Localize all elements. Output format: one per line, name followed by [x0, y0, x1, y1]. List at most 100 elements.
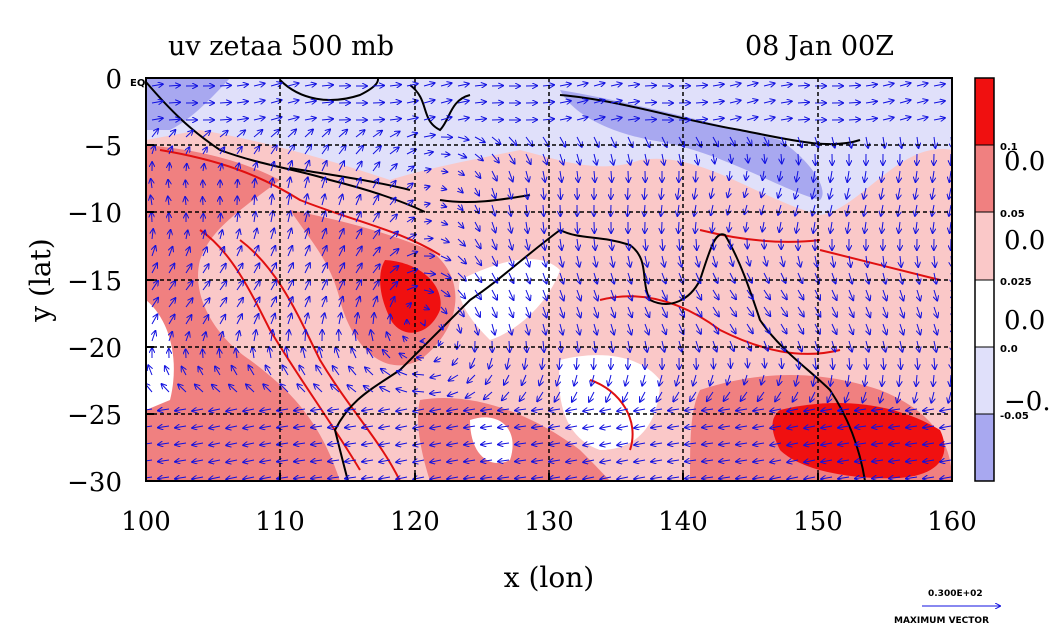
wind-vector — [761, 374, 764, 385]
wind-vector — [795, 204, 798, 216]
wind-vector — [560, 323, 563, 335]
wind-vector — [883, 323, 887, 334]
wind-vector — [560, 289, 564, 300]
wind-vector — [798, 255, 801, 267]
wind-vector — [526, 306, 530, 317]
wind-vector — [287, 297, 293, 308]
wind-vector — [577, 153, 580, 165]
wind-vector — [625, 374, 628, 386]
colorbar-level: 0.05 — [1000, 209, 1025, 220]
wind-vector — [865, 101, 877, 103]
wind-vector — [515, 477, 527, 479]
wind-vector — [549, 426, 561, 428]
wind-vector — [678, 136, 684, 147]
wind-vector — [372, 213, 379, 223]
colorbar-swatch — [975, 347, 994, 414]
wind-vector — [900, 136, 902, 148]
wind-vector — [651, 477, 663, 479]
wind-vector — [696, 153, 698, 164]
wind-vector — [474, 289, 481, 299]
wind-vector — [457, 289, 465, 298]
y-tick-label: 0 — [105, 65, 122, 95]
wind-vector — [736, 409, 748, 411]
wind-vector — [900, 306, 904, 317]
wind-vector — [498, 477, 510, 479]
wind-vector — [923, 409, 935, 411]
wind-vector — [321, 130, 330, 138]
wind-vector — [770, 443, 782, 445]
wind-vector — [389, 132, 400, 138]
wind-vector — [736, 477, 748, 479]
wind-vector — [152, 229, 153, 240]
wind-vector — [897, 391, 900, 403]
wind-vector — [917, 323, 920, 335]
wind-vector — [810, 391, 816, 402]
wind-vector — [560, 221, 561, 233]
wind-vector — [763, 306, 770, 316]
wind-vector — [489, 357, 492, 369]
wind-vector — [583, 477, 595, 479]
wind-vector — [321, 102, 333, 103]
wind-vector — [202, 298, 210, 308]
wind-vector — [389, 282, 397, 291]
wind-vector — [627, 204, 628, 216]
wind-vector — [322, 178, 325, 189]
wind-vector — [855, 477, 867, 479]
y-tick-suffix: EQ — [130, 78, 145, 89]
wind-vector — [474, 221, 480, 231]
wind-vector — [659, 374, 662, 386]
wind-vector — [396, 409, 408, 411]
wind-vector — [509, 187, 511, 199]
wind-vector — [338, 145, 346, 155]
colorbar-big-label: −0. — [1004, 387, 1051, 417]
wind-vector — [277, 477, 289, 479]
wind-vector — [151, 84, 163, 86]
wind-vector — [328, 426, 340, 428]
wind-vector — [379, 426, 391, 428]
wind-vector — [695, 323, 701, 334]
wind-vector — [305, 313, 308, 325]
wind-vector — [600, 409, 612, 411]
wind-vector — [747, 136, 752, 145]
wind-vector — [304, 101, 316, 103]
wind-vector — [372, 131, 382, 138]
wind-vector — [915, 187, 917, 199]
wind-vector — [730, 255, 733, 266]
wind-vector — [168, 315, 175, 325]
wind-vector — [457, 255, 466, 264]
wind-vector — [644, 204, 645, 216]
wind-vector — [362, 409, 374, 411]
wind-vector — [152, 331, 155, 342]
wind-vector — [798, 136, 802, 147]
wind-vector — [271, 314, 275, 325]
wind-vector — [617, 477, 629, 479]
wind-vector — [287, 117, 299, 120]
wind-vector — [594, 272, 597, 284]
wind-vector — [778, 204, 781, 215]
wind-vector — [594, 323, 597, 335]
wind-vector — [192, 443, 204, 445]
wind-vector — [696, 238, 697, 250]
wind-vector — [440, 117, 452, 120]
wind-vector — [593, 100, 605, 103]
wind-vector — [543, 221, 544, 233]
wind-vector — [661, 204, 662, 216]
wind-vector — [152, 246, 155, 257]
wind-vector — [932, 170, 934, 182]
wind-vector — [651, 460, 663, 462]
wind-vector — [543, 340, 544, 352]
wind-vector — [253, 83, 265, 86]
coastline-western-australia — [333, 229, 561, 481]
wind-vector — [219, 298, 226, 308]
wind-vector — [458, 323, 461, 333]
wind-vector — [906, 477, 918, 479]
wind-vector — [423, 135, 435, 137]
wind-vector — [814, 323, 820, 334]
wind-vector — [328, 477, 340, 479]
wind-vector — [821, 426, 833, 428]
wind-vector — [729, 289, 736, 299]
wind-vector — [526, 272, 530, 283]
y-tick-label: −20 — [67, 334, 122, 364]
wind-vector — [158, 409, 170, 411]
wind-vector — [679, 255, 682, 267]
